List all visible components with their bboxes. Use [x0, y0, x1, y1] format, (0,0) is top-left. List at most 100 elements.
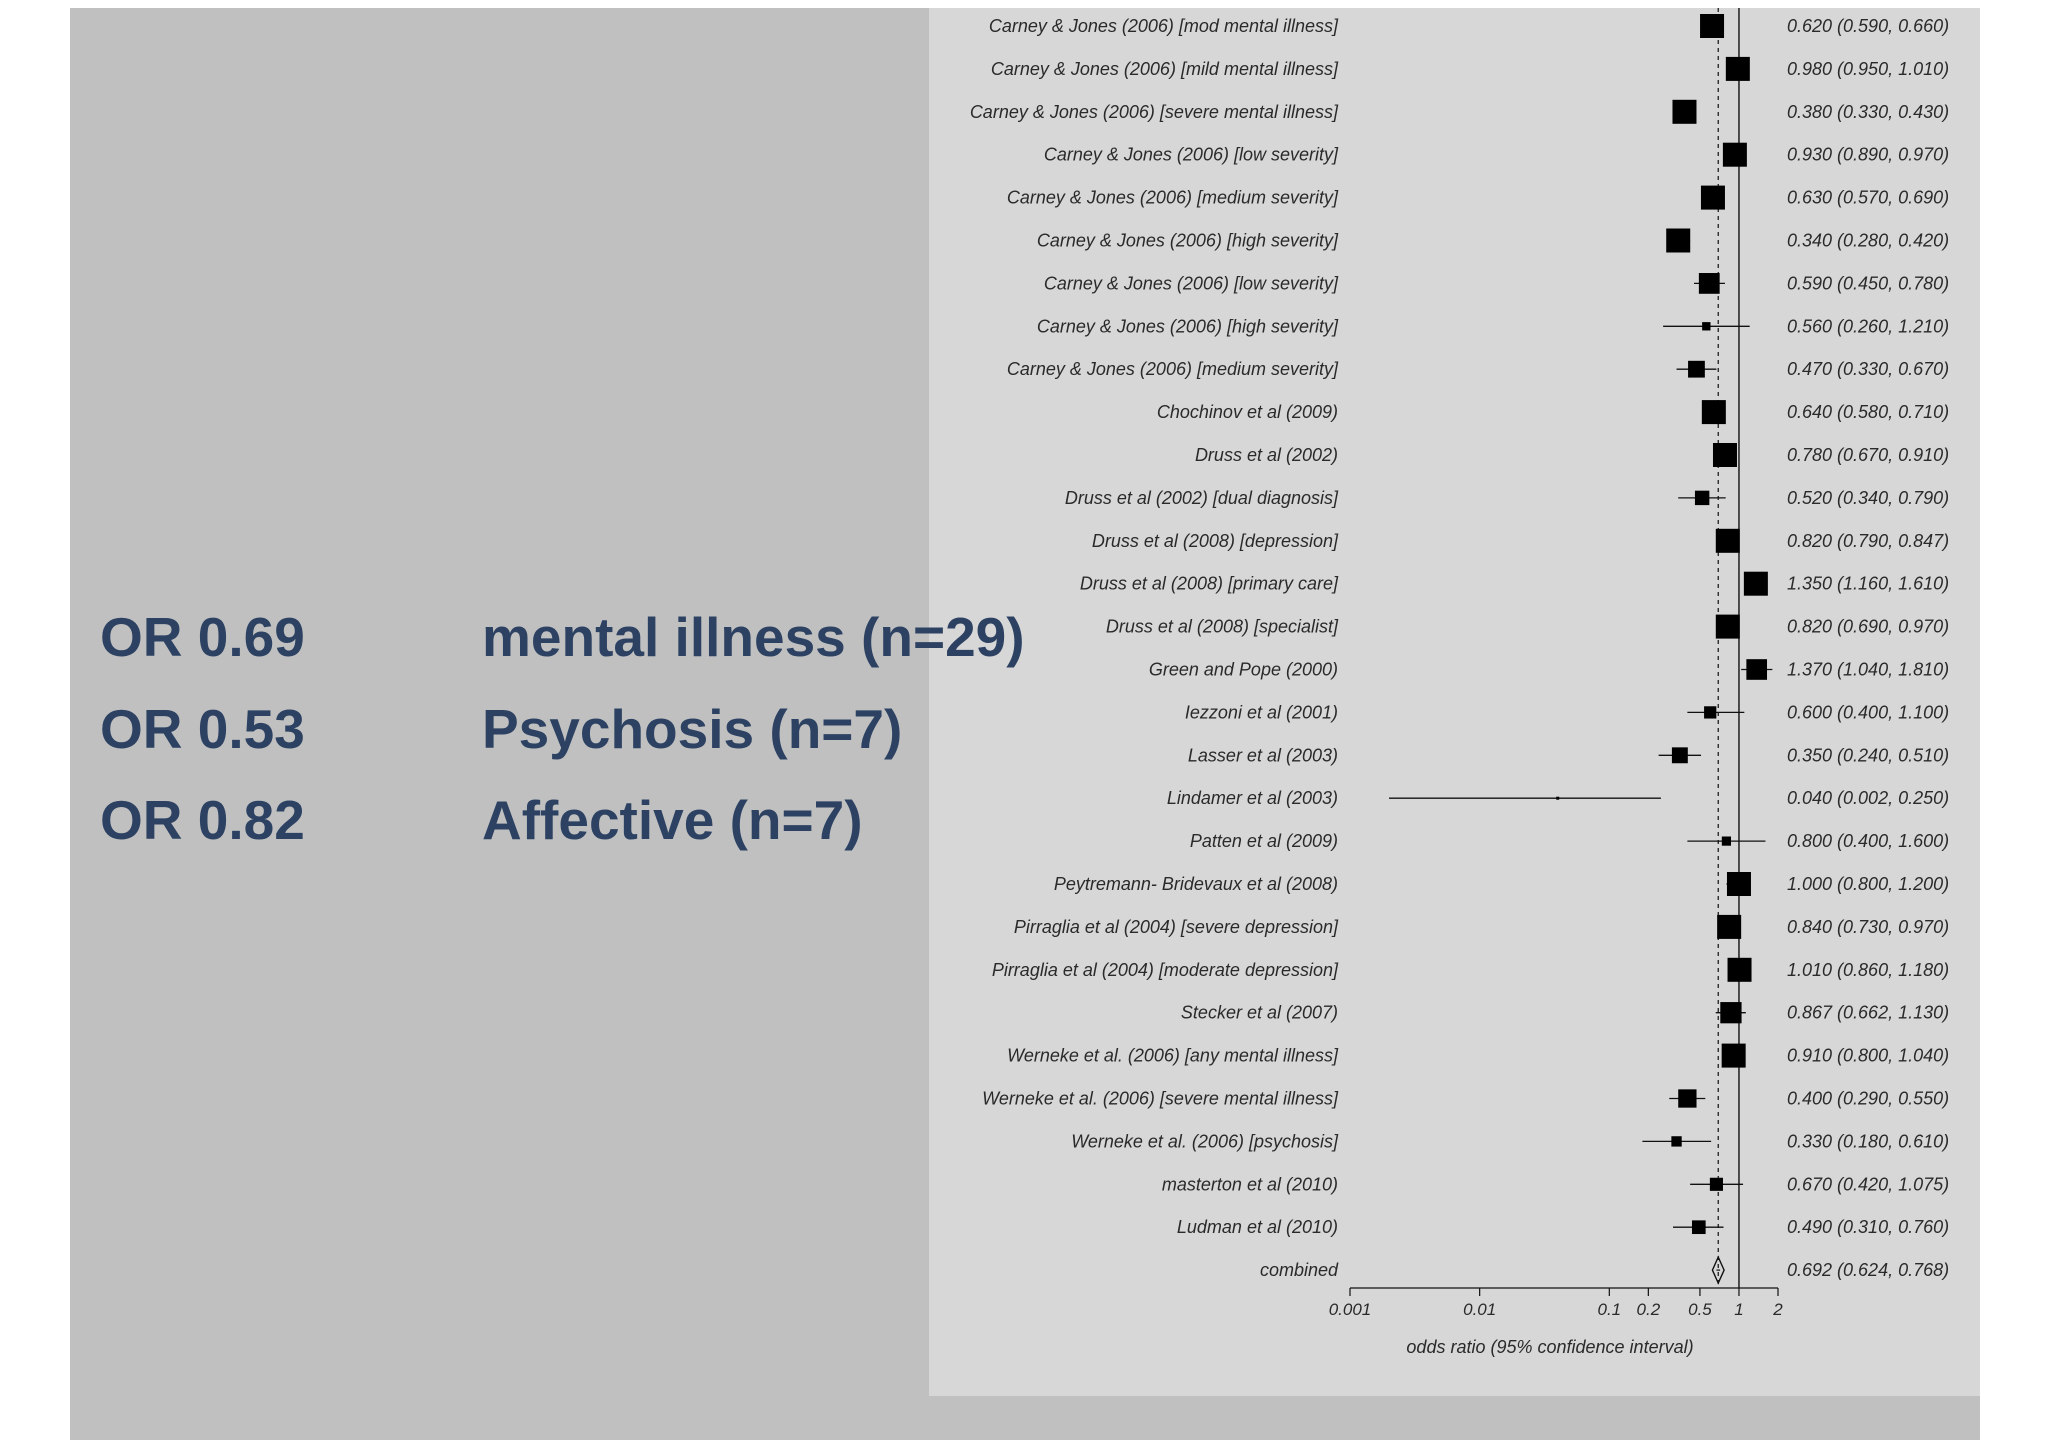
ci-value: 0.400 (0.290, 0.550)	[1787, 1089, 1949, 1109]
ci-value: 0.520 (0.340, 0.790)	[1787, 488, 1949, 508]
point-estimate-marker	[1720, 1002, 1742, 1024]
x-tick-label: 2	[1772, 1300, 1783, 1319]
point-estimate-marker	[1726, 872, 1751, 896]
study-label: Druss et al (2008) [primary care]	[1080, 574, 1339, 594]
point-estimate-marker	[1721, 836, 1732, 846]
ci-value: 0.470 (0.330, 0.670)	[1787, 359, 1949, 379]
ci-value: 0.840 (0.730, 0.970)	[1787, 917, 1949, 937]
study-label: Werneke et al. (2006) [psychosis]	[1071, 1131, 1339, 1151]
ci-value: 0.620 (0.590, 0.660)	[1787, 16, 1949, 36]
ci-value: 0.867 (0.662, 1.130)	[1787, 1003, 1949, 1023]
point-estimate-marker	[1672, 99, 1697, 124]
x-axis-label: odds ratio (95% confidence interval)	[1406, 1337, 1693, 1357]
forest-plot-panel	[929, 8, 1980, 1396]
study-label: Carney & Jones (2006) [low severity]	[1044, 145, 1339, 165]
study-label: Iezzoni et al (2001)	[1185, 702, 1338, 722]
ci-value: 0.600 (0.400, 1.100)	[1787, 702, 1949, 722]
ci-value: 0.350 (0.240, 0.510)	[1787, 745, 1949, 765]
ci-value: 0.590 (0.450, 0.780)	[1787, 273, 1949, 293]
ci-value: 1.000 (0.800, 1.200)	[1787, 874, 1949, 894]
study-label: Carney & Jones (2006) [severe mental ill…	[970, 102, 1339, 122]
point-estimate-marker	[1709, 1177, 1723, 1191]
study-label: Carney & Jones (2006) [mod mental illnes…	[989, 16, 1339, 36]
combined-ci-value: 0.692 (0.624, 0.768)	[1787, 1260, 1949, 1280]
study-label: Carney & Jones (2006) [high severity]	[1037, 316, 1339, 336]
x-tick-label: 1	[1734, 1300, 1743, 1319]
ci-value: 0.040 (0.002, 0.250)	[1787, 788, 1949, 808]
study-label: Carney & Jones (2006) [medium severity]	[1007, 359, 1339, 379]
point-estimate-marker	[1715, 614, 1740, 639]
point-estimate-marker	[1746, 659, 1768, 680]
study-label: Carney & Jones (2006) [medium severity]	[1007, 188, 1339, 208]
ci-value: 0.560 (0.260, 1.210)	[1787, 316, 1949, 336]
x-tick-label: 0.01	[1463, 1300, 1496, 1319]
study-label: Druss et al (2002)	[1195, 445, 1338, 465]
point-estimate-marker	[1700, 14, 1725, 38]
point-estimate-marker	[1698, 273, 1720, 294]
point-estimate-marker	[1702, 322, 1711, 331]
point-estimate-marker	[1678, 1089, 1697, 1108]
summary-group-mental-illness: mental illness (n=29)	[482, 606, 1025, 668]
combined-diamond	[1711, 1255, 1725, 1285]
x-tick-label: 0.001	[1329, 1300, 1372, 1319]
ci-value: 1.010 (0.860, 1.180)	[1787, 960, 1949, 980]
ci-value: 1.370 (1.040, 1.810)	[1787, 660, 1949, 680]
point-estimate-marker	[1666, 228, 1691, 253]
ci-value: 0.820 (0.790, 0.847)	[1787, 531, 1949, 551]
study-label: Werneke et al. (2006) [severe mental ill…	[982, 1089, 1339, 1109]
point-estimate-marker	[1727, 957, 1752, 982]
ci-value: 0.670 (0.420, 1.075)	[1787, 1174, 1949, 1194]
ci-value: 0.640 (0.580, 0.710)	[1787, 402, 1949, 422]
point-estimate-marker	[1715, 528, 1740, 553]
point-estimate-marker	[1691, 1220, 1706, 1235]
point-estimate-marker	[1721, 1043, 1746, 1068]
study-label: masterton et al (2010)	[1162, 1174, 1338, 1194]
point-estimate-marker	[1556, 796, 1560, 800]
point-estimate-marker	[1688, 360, 1705, 378]
study-label: Carney & Jones (2006) [high severity]	[1037, 231, 1339, 251]
ci-value: 0.490 (0.310, 0.760)	[1787, 1217, 1949, 1237]
study-label: Patten et al (2009)	[1190, 831, 1338, 851]
study-label: Stecker et al (2007)	[1181, 1003, 1338, 1023]
summary-or-psychosis: OR 0.53	[100, 698, 305, 760]
summary-or-mental-illness: OR 0.69	[100, 606, 305, 668]
summary-or-affective: OR 0.82	[100, 789, 305, 851]
point-estimate-marker	[1671, 1136, 1682, 1147]
study-label: Druss et al (2008) [depression]	[1092, 531, 1339, 551]
study-label: Peytremann- Bridevaux et al (2008)	[1054, 874, 1338, 894]
study-label: Carney & Jones (2006) [mild mental illne…	[991, 59, 1339, 79]
point-estimate-marker	[1700, 185, 1725, 210]
study-label: Ludman et al (2010)	[1177, 1217, 1338, 1237]
x-tick-label: 0.5	[1688, 1300, 1712, 1319]
study-label: Lindamer et al (2003)	[1167, 788, 1338, 808]
ci-value: 0.380 (0.330, 0.430)	[1787, 102, 1949, 122]
ci-value: 0.330 (0.180, 0.610)	[1787, 1131, 1949, 1151]
study-label: Lasser et al (2003)	[1188, 745, 1338, 765]
point-estimate-marker	[1725, 56, 1750, 81]
study-label: Druss et al (2008) [specialist]	[1106, 617, 1339, 637]
point-estimate-marker	[1701, 400, 1726, 425]
study-label: Chochinov et al (2009)	[1157, 402, 1338, 422]
ci-value: 0.910 (0.800, 1.040)	[1787, 1046, 1949, 1066]
summary-group-psychosis: Psychosis (n=7)	[482, 698, 903, 760]
ci-value: 0.820 (0.690, 0.970)	[1787, 617, 1949, 637]
study-label: Druss et al (2002) [dual diagnosis]	[1065, 488, 1339, 508]
x-tick-label: 0.2	[1637, 1300, 1661, 1319]
study-label: Pirraglia et al (2004) [severe depressio…	[1014, 917, 1339, 937]
ci-value: 1.350 (1.160, 1.610)	[1787, 574, 1949, 594]
point-estimate-marker	[1743, 571, 1768, 596]
point-estimate-marker	[1704, 706, 1717, 719]
study-label: Werneke et al. (2006) [any mental illnes…	[1007, 1046, 1339, 1066]
point-estimate-marker	[1722, 142, 1747, 167]
ci-value: 0.630 (0.570, 0.690)	[1787, 188, 1949, 208]
study-label: Carney & Jones (2006) [low severity]	[1044, 273, 1339, 293]
ci-value: 0.980 (0.950, 1.010)	[1787, 59, 1949, 79]
ci-value: 0.800 (0.400, 1.600)	[1787, 831, 1949, 851]
summary-group-affective: Affective (n=7)	[482, 789, 863, 851]
point-estimate-marker	[1717, 914, 1742, 939]
point-estimate-marker	[1671, 747, 1688, 764]
ci-value: 0.340 (0.280, 0.420)	[1787, 231, 1949, 251]
ci-value: 0.930 (0.890, 0.970)	[1787, 145, 1949, 165]
ci-value: 0.780 (0.670, 0.910)	[1787, 445, 1949, 465]
